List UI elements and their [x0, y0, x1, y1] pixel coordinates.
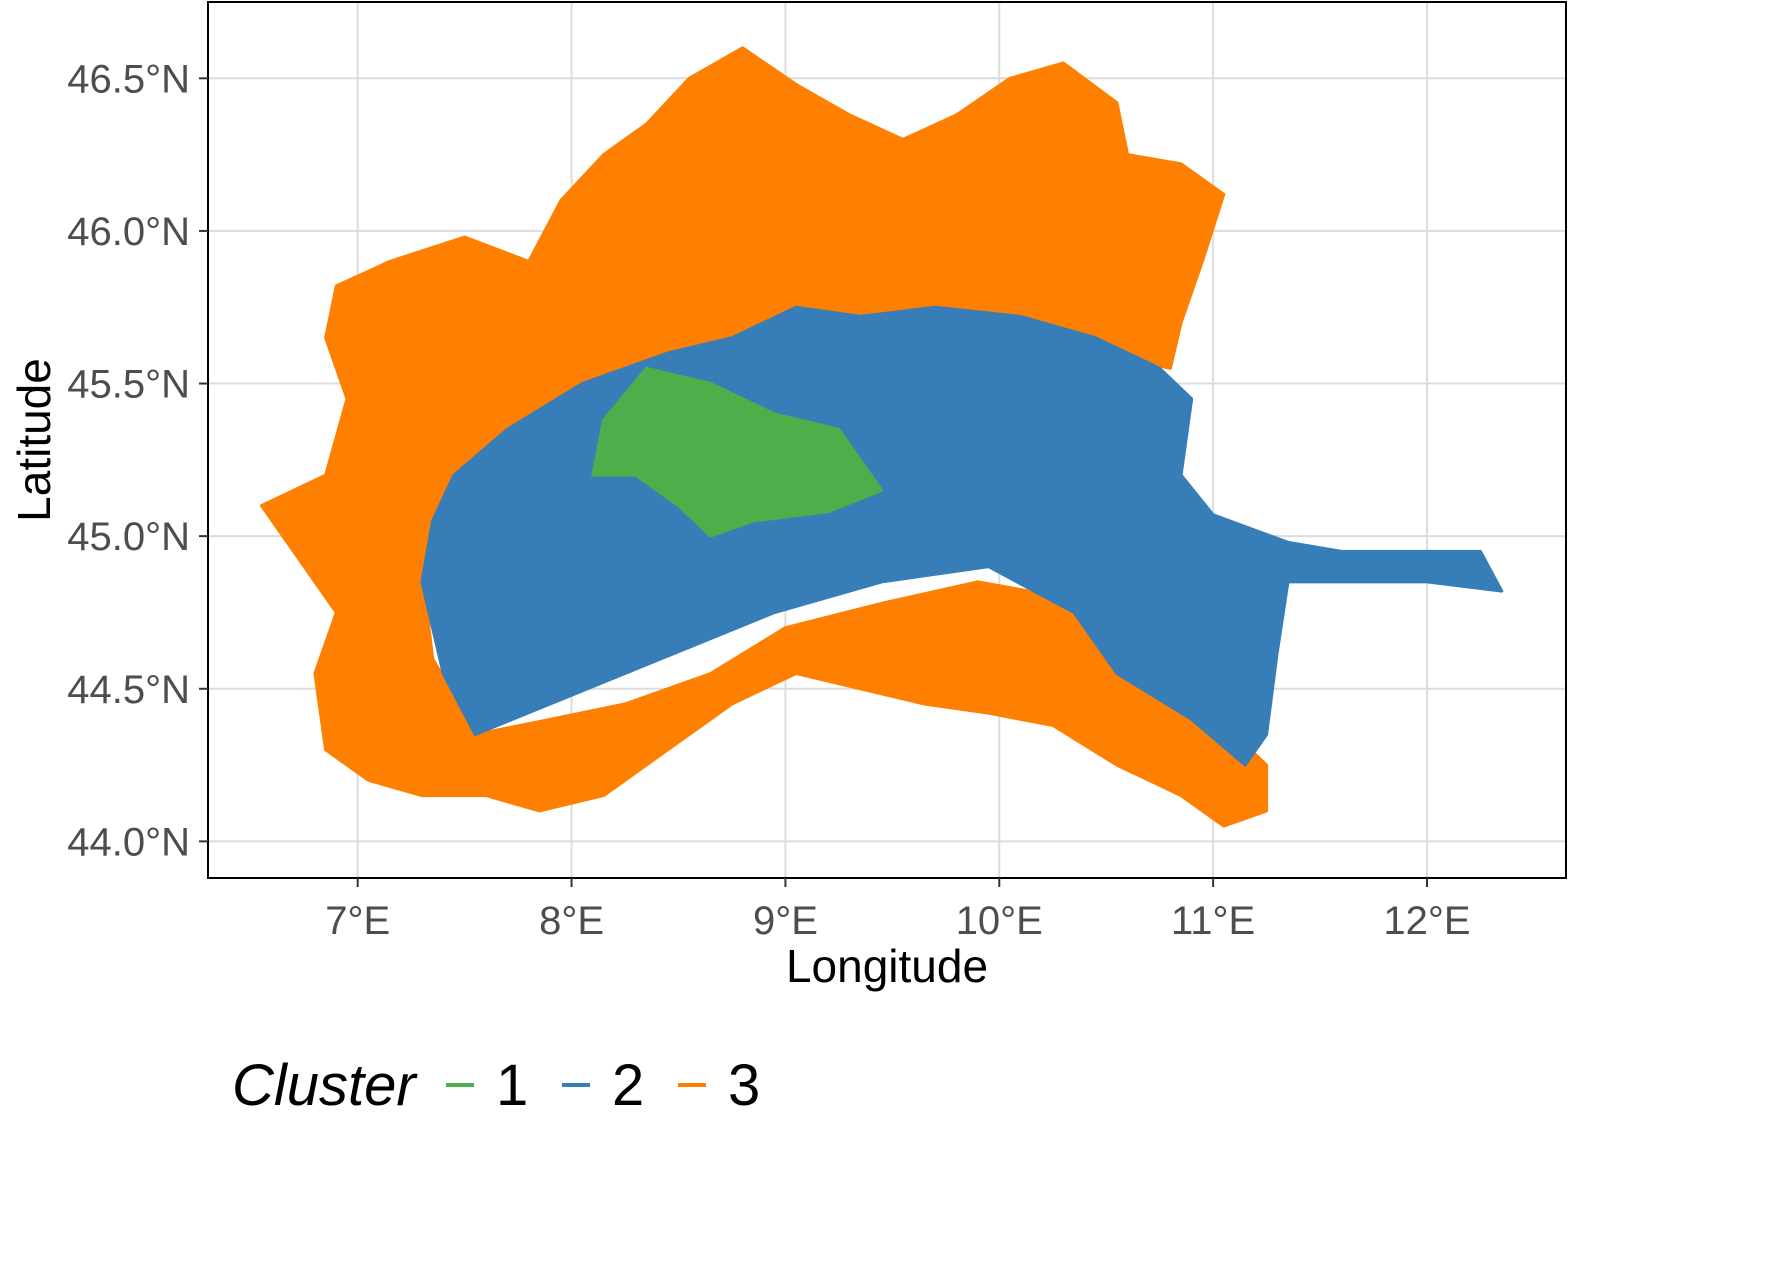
x-tick-label: 9°E	[753, 899, 818, 943]
legend-label-2: 2	[612, 1053, 644, 1118]
x-axis-ticks: 7°E 8°E 9°E 10°E 11°E 12°E	[325, 878, 1471, 943]
x-tick-label: 10°E	[956, 899, 1043, 943]
river-network-regions	[260, 46, 1504, 828]
cluster-1-region	[591, 366, 884, 538]
y-tick-label: 46.0°N	[67, 210, 190, 254]
y-tick-label: 46.5°N	[67, 57, 190, 101]
x-tick-label: 7°E	[325, 899, 390, 943]
legend-label-1: 1	[496, 1053, 528, 1118]
panel-border	[207, 1, 1567, 879]
legend-title: Cluster	[232, 1053, 418, 1118]
y-tick-label: 45.5°N	[67, 363, 190, 407]
y-tick-label: 44.0°N	[67, 820, 190, 864]
x-tick-label: 12°E	[1383, 899, 1470, 943]
y-axis-ticks: 44.0°N 44.5°N 45.0°N 45.5°N 46.0°N 46.5°N	[67, 57, 208, 864]
y-axis-title: Latitude	[8, 358, 60, 522]
y-tick-label: 44.5°N	[67, 668, 190, 712]
y-tick-label: 45.0°N	[67, 515, 190, 559]
legend: Cluster 1 2 3	[232, 1053, 760, 1118]
x-tick-label: 8°E	[539, 899, 604, 943]
x-axis-title: Longitude	[786, 940, 988, 992]
x-tick-label: 11°E	[1171, 899, 1255, 943]
cluster-3-region	[260, 46, 1269, 828]
legend-label-3: 3	[728, 1053, 760, 1118]
